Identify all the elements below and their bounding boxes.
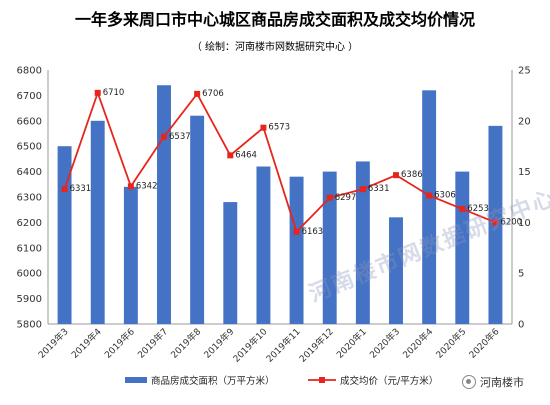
y-tick-label-right: 0	[518, 320, 524, 331]
bar	[389, 217, 403, 324]
data-label: 6342	[136, 181, 158, 191]
data-label: 6253	[467, 204, 489, 214]
y-tick-label-left: 6000	[17, 269, 42, 280]
bar	[190, 115, 205, 324]
y-tick-label-left: 6700	[17, 91, 42, 102]
y-tick-label-right: 5	[518, 269, 524, 280]
bar	[355, 161, 370, 324]
line-marker	[293, 228, 300, 235]
line-marker	[492, 219, 499, 226]
bar	[322, 171, 337, 324]
x-tick-label: 2019年6	[102, 325, 137, 360]
bar	[289, 176, 304, 324]
data-label: 6163	[302, 227, 324, 237]
x-tick-label: 2019年10	[230, 325, 269, 364]
x-tick-label: 2020年1	[334, 326, 369, 361]
line-marker	[127, 183, 134, 190]
data-label: 6306	[434, 190, 456, 200]
bar	[123, 186, 138, 324]
y-tick-label-left: 5800	[17, 320, 42, 331]
price-line	[63, 90, 496, 234]
line-marker	[260, 124, 267, 131]
y-tick-label-left: 6400	[17, 167, 42, 178]
data-label: 6200	[500, 217, 522, 227]
y-tick-label-left: 6500	[17, 142, 42, 153]
line-marker	[194, 90, 201, 97]
data-label: 6573	[268, 123, 290, 133]
data-label: 6706	[202, 89, 224, 99]
y-tick-label-right: 15	[518, 167, 531, 178]
legend-swatch-bar	[125, 377, 147, 383]
line-marker	[227, 152, 234, 159]
y-tick-label-left: 6600	[17, 116, 42, 127]
line-marker	[359, 186, 366, 193]
data-label: 6331	[70, 184, 92, 194]
line-marker	[61, 186, 68, 193]
x-tick-label: 2019年7	[135, 326, 170, 361]
line-marker	[94, 89, 101, 96]
y-tick-label-left: 6800	[17, 66, 42, 77]
y-tick-label-left: 6200	[17, 218, 42, 229]
bar	[57, 146, 72, 324]
y-tick-label-right: 25	[518, 66, 531, 77]
x-tick-label: 2019年9	[201, 325, 236, 360]
x-tick-label: 2020年3	[367, 326, 402, 361]
x-tick-label: 2020年5	[433, 326, 468, 361]
brand-text: 河南楼市	[480, 376, 524, 389]
x-tick-label: 2019年11	[264, 326, 303, 365]
bar	[422, 90, 437, 324]
x-tick-label: 2020年4	[400, 325, 435, 360]
chart-subtitle: （ 绘制：河南楼市网数据研究中心 ）	[191, 42, 359, 53]
legend-marker-line	[319, 377, 325, 383]
data-label: 6331	[368, 184, 390, 194]
line-marker	[326, 194, 333, 201]
data-label: 6386	[401, 170, 423, 180]
y-tick-label-left: 6300	[17, 193, 42, 204]
line-marker	[426, 192, 433, 199]
legend-label-line: 成交均价（元/平方米）	[340, 375, 438, 387]
y-tick-label-left: 5900	[17, 294, 42, 305]
bar	[90, 120, 105, 324]
line-marker	[161, 133, 167, 140]
y-tick-label-right: 10	[518, 218, 531, 229]
bar	[223, 202, 238, 324]
data-label: 6297	[335, 193, 357, 203]
line-marker	[393, 172, 399, 179]
bar	[157, 85, 171, 325]
x-tick-label: 2019年8	[168, 325, 203, 360]
chart-title: 一年多来周口市中心城区商品房成交面积及成交均价情况	[74, 10, 475, 29]
line-marker	[459, 205, 466, 212]
y-tick-label-left: 6100	[17, 243, 42, 254]
x-tick-label: 2019年12	[297, 326, 336, 365]
brand-logo: 河南楼市	[462, 374, 524, 390]
data-label: 6710	[103, 88, 125, 98]
y-tick-label-right: 20	[518, 116, 531, 127]
x-tick-label: 2020年6	[466, 325, 501, 360]
wechat-icon	[462, 375, 476, 389]
data-label: 6464	[235, 150, 257, 160]
legend-label-bar: 商品房成交面积（万平方米）	[151, 375, 275, 387]
x-tick-label: 2019年4	[69, 325, 104, 360]
data-label: 6537	[169, 132, 191, 142]
bar	[256, 166, 271, 324]
x-tick-label: 2019年3	[36, 326, 71, 361]
